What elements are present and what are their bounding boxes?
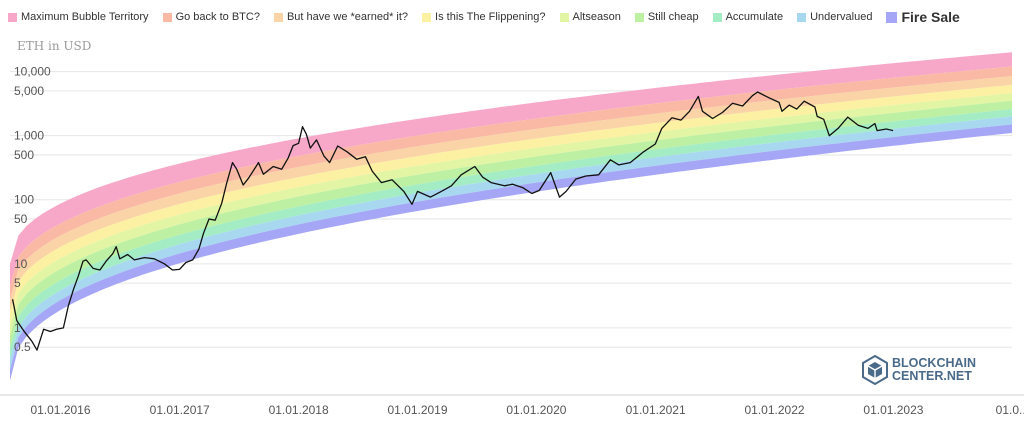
x-tick-label: 01.01.2023 [863, 403, 923, 417]
rainbow-band [10, 109, 1012, 360]
legend-item-still-cheap[interactable]: Still cheap [634, 11, 699, 23]
legend-swatch [797, 12, 807, 22]
y-tick-label: 5 [14, 276, 21, 290]
rainbow-band [10, 76, 1012, 312]
legend-swatch [559, 12, 569, 22]
blockchaincenter-logo: BLOCKCHAIN CENTER.NET [862, 355, 976, 385]
legend-label: Undervalued [810, 11, 873, 23]
legend-label: Accumulate [725, 11, 784, 23]
y-tick-label: 50 [14, 212, 28, 226]
logo-line-1: BLOCKCHAIN [892, 356, 977, 370]
y-tick-label: 0.5 [14, 340, 31, 354]
cube-icon [862, 355, 888, 385]
rainbow-band [10, 100, 1012, 349]
legend-swatch [712, 12, 722, 22]
legend-label: But have we *earned* it? [286, 11, 409, 23]
x-tick-label: 01.01.2019 [387, 403, 447, 417]
chart-legend: Maximum Bubble Territory Go back to BTC?… [8, 4, 1018, 30]
logo-line-2: CENTER.NET [892, 369, 972, 383]
rainbow-band [10, 84, 1012, 325]
x-tick-label: 01.01.2017 [150, 403, 210, 417]
legend-swatch [162, 12, 172, 22]
x-tick-label: 01.01.2018 [269, 403, 329, 417]
legend-label: Maximum Bubble Territory [21, 11, 149, 23]
x-tick-label: 01.01.2016 [30, 403, 90, 417]
x-tick-label: 01.01.2022 [744, 403, 804, 417]
legend-item-altseason[interactable]: Altseason [559, 11, 621, 23]
rainbow-band [10, 93, 1012, 336]
x-tick-label: 01.01.2021 [626, 403, 686, 417]
price-line [11, 91, 894, 351]
legend-swatch [273, 12, 283, 22]
legend-item-flippening[interactable]: Is this The Flippening? [422, 11, 546, 23]
legend-swatch [634, 12, 644, 22]
y-tick-label: 500 [14, 148, 34, 162]
legend-label: Altseason [572, 11, 621, 23]
rainbow-band [10, 66, 1012, 300]
y-axis-title: ETH in USD [17, 39, 92, 53]
y-tick-label: 1 [14, 321, 21, 335]
rainbow-band [10, 124, 1012, 381]
y-tick-label: 10 [14, 257, 28, 271]
legend-label: Still cheap [647, 11, 699, 23]
legend-label: Go back to BTC? [175, 11, 260, 23]
legend-item-go-back-to-btc[interactable]: Go back to BTC? [162, 11, 260, 23]
legend-swatch [8, 12, 17, 22]
legend-label: Fire Sale [901, 9, 960, 25]
legend-item-maximum-bubble[interactable]: Maximum Bubble Territory [8, 11, 149, 23]
legend-item-accumulate[interactable]: Accumulate [712, 11, 784, 23]
x-tick-label: 01.01.2020 [506, 403, 566, 417]
logo-text: BLOCKCHAIN CENTER.NET [892, 357, 976, 383]
chart-plot-area: 10,000 5,000 1,000 500 100 50 10 5 1 0.5 01.01.20… [0, 52, 1024, 417]
y-tick-label: 1,000 [14, 129, 44, 143]
rainbow-band [10, 116, 1012, 371]
rainbow-bands [10, 52, 1012, 381]
legend-item-fire-sale[interactable]: Fire Sale [886, 9, 960, 25]
x-tick-label: 01.0... [996, 403, 1024, 417]
legend-swatch [422, 12, 432, 22]
legend-item-undervalued[interactable]: Undervalued [797, 11, 872, 23]
legend-label: Is this The Flippening? [435, 11, 546, 23]
legend-item-earned-it[interactable]: But have we *earned* it? [273, 11, 409, 23]
y-tick-label: 10,000 [14, 65, 51, 79]
x-axis: 01.01.2016 01.01.2017 01.01.2018 01.01.2019… [0, 394, 1024, 417]
rainbow-band [10, 52, 1012, 287]
y-tick-label: 100 [14, 193, 34, 207]
y-axis-labels: 10,000 5,000 1,000 500 100 50 10 5 1 0.5 [14, 65, 51, 355]
price-series [11, 91, 894, 351]
y-tick-label: 5,000 [14, 84, 44, 98]
legend-swatch [886, 11, 898, 23]
